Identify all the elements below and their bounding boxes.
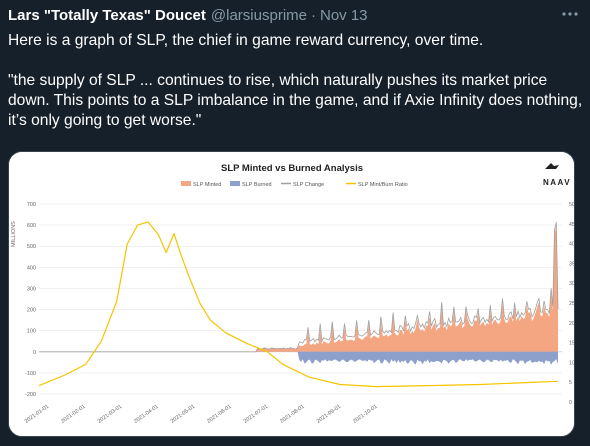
- chart-legend: SLP Minted SLP Burned SLP Change SLP Mint/B…: [181, 181, 408, 188]
- legend-label: SLP Minted: [193, 182, 221, 188]
- naav-logo-mark: [545, 163, 559, 169]
- y2-tick-label: 0: [569, 400, 572, 406]
- series-slp-change: [39, 222, 559, 353]
- separator-dot: ·: [311, 6, 316, 24]
- y2-tick-label: 35: [569, 261, 575, 267]
- y-tick-label: -100: [25, 371, 36, 377]
- y-tick-label: 600: [27, 223, 36, 229]
- y2-tick-label: 30: [569, 281, 575, 287]
- y2-tick-label: 45: [569, 222, 575, 228]
- y2-tick-label: 5: [569, 380, 572, 386]
- tweet-media-chart[interactable]: SLP Minted vs Burned Analysis SLP Minted…: [8, 151, 575, 437]
- y-tick-label: 100: [27, 329, 36, 335]
- y2-tick-label: 20: [569, 321, 575, 327]
- tweet-timestamp[interactable]: Nov 13: [320, 6, 368, 24]
- tweet-text: Here is a graph of SLP, the chief in gam…: [8, 31, 583, 131]
- chart-background: [9, 152, 574, 436]
- y-tick-label: 300: [27, 286, 36, 292]
- y2-tick-label: 50: [569, 202, 575, 208]
- series-slp-minted: [39, 225, 558, 352]
- naav-logo: NAAV: [543, 163, 571, 187]
- y2-tick-label: 15: [569, 341, 575, 347]
- legend-swatch: [181, 181, 191, 186]
- series-slp-burned: [39, 351, 558, 365]
- y-tick-label: 200: [27, 308, 36, 314]
- author-name[interactable]: Lars "Totally Texas" Doucet: [8, 6, 206, 24]
- y2-tick-label: 40: [569, 242, 575, 248]
- y-axis-ticks: 700 600 500 400 300 200 100 0 -100 -200: [25, 202, 36, 398]
- y-tick-label: 400: [27, 265, 36, 271]
- series-slp-mint-burn-ratio: [38, 221, 559, 388]
- y-tick-label: 500: [27, 244, 36, 250]
- legend-label: SLP Burned: [242, 182, 272, 188]
- author-handle[interactable]: @larsiusprime: [210, 6, 307, 24]
- naav-logo-text: NAAV: [543, 178, 571, 187]
- more-icon-graphic: [562, 12, 578, 16]
- legend-swatch: [230, 181, 240, 186]
- chart-svg: SLP Minted vs Burned Analysis SLP Minted…: [9, 152, 575, 436]
- y2-tick-label: 25: [569, 301, 575, 307]
- y-tick-label: -200: [25, 392, 36, 398]
- more-horizontal-icon[interactable]: [558, 4, 582, 24]
- chart-series: [38, 221, 559, 388]
- y2-tick-label: 10: [569, 360, 575, 366]
- y-axis-label: MILLIONS: [11, 221, 17, 247]
- tweet-text-line: Here is a graph of SLP, the chief in gam…: [8, 32, 484, 49]
- legend-label: SLP Change: [293, 182, 324, 188]
- tweet-header: Lars "Totally Texas" Doucet @larsiusprim…: [8, 5, 368, 25]
- legend-label: SLP Mint/Burn Ratio: [358, 182, 408, 188]
- tweet-text-quote: "the supply of SLP ... continues to rise…: [8, 72, 583, 129]
- y-tick-label: 0: [33, 350, 36, 356]
- chart-title: SLP Minted vs Burned Analysis: [221, 163, 363, 174]
- y-tick-label: 700: [27, 202, 36, 208]
